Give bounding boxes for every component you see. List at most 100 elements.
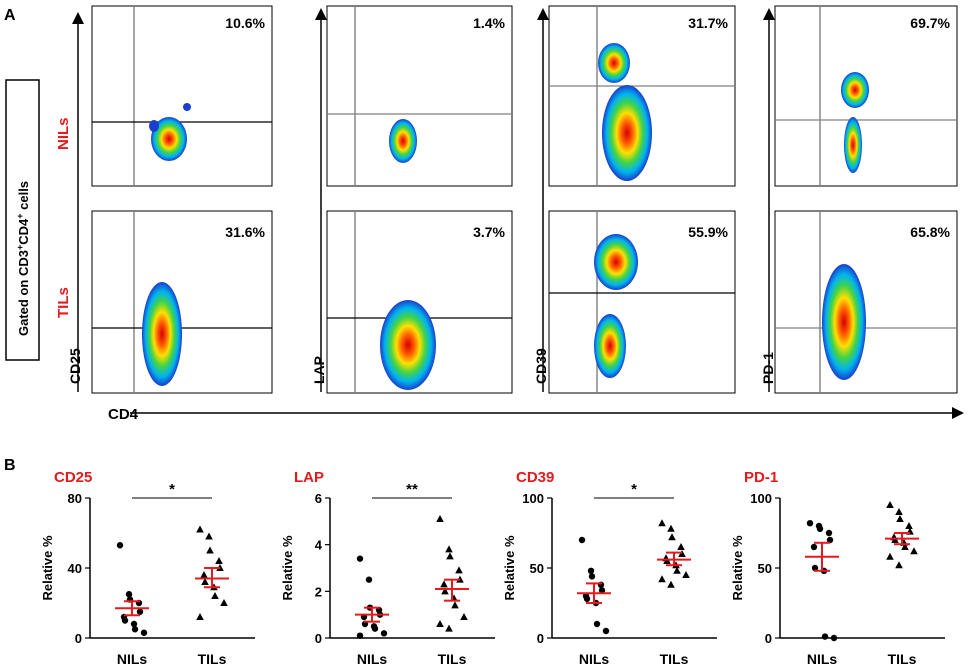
y-tick-label: 0 [75,631,82,646]
data-point [816,525,824,532]
percent-nils-pd1: 69.7% [910,15,950,31]
x-axis-label: CD4 [108,406,139,423]
data-point [886,552,894,560]
scatter-plot-lap: LAP 0 2 4 6 Relative % NILs TILs ** [280,469,495,667]
plot-title: PD-1 [744,469,778,486]
flow-marker-lap: LAP [311,356,327,384]
x-tick-label: TILs [198,651,227,667]
y-tick-label: 100 [522,491,544,506]
data-point [825,529,833,537]
flow-panel-pd1-tils: 65.8% [774,210,958,394]
data-point [593,620,601,628]
data-point [116,542,124,549]
percent-tils-cd39: 55.9% [688,224,728,240]
data-point [436,515,444,522]
data-point [196,525,204,533]
flow-marker-pd1: PD-1 [760,352,776,384]
percent-nils-cd25: 10.6% [225,15,265,31]
data-point [583,595,591,602]
data-point [215,557,223,564]
data-point [896,515,904,522]
data-point [905,522,913,529]
data-point [455,566,463,574]
y-tick-label: 0 [765,631,772,646]
x-tick-label: NILs [579,651,610,667]
percent-nils-cd39: 31.7% [688,15,728,31]
x-tick-label: NILs [807,651,838,667]
data-point [598,587,606,594]
data-point [673,566,681,574]
data-point [205,532,213,540]
row-label-nils: NILs [55,117,72,150]
scatter-plots: CD25 0 40 80 Relative % NILs TILs * LAP 0 2 4 6 Relat… [40,469,945,667]
flow-panel-lap-nils: 1.4% [326,5,513,187]
flow-marker-cd39: CD39 [533,348,549,384]
data-point [356,555,364,562]
data-point [436,620,444,627]
gating-box [5,79,40,361]
data-point [668,533,676,541]
plot-title: LAP [294,469,324,486]
data-point [826,536,834,544]
scatter-plot-pd1: PD-1 0 50 100 Relative % NILs TILs [730,469,945,667]
flow-panel-cd39-tils: 55.9% [548,210,736,394]
data-point [201,578,209,585]
panel-label-b: B [4,457,16,474]
data-point [886,501,894,508]
data-point [588,573,596,580]
data-point [682,571,690,578]
x-tick-label: TILs [438,651,467,667]
y-axis-label: Relative % [502,535,517,600]
y-tick-label: 40 [68,561,82,576]
flow-marker-cd25: CD25 [67,348,83,384]
data-point [445,624,453,632]
data-point [460,613,468,620]
y-tick-label: 50 [758,561,772,576]
percent-tils-lap: 3.7% [473,224,505,240]
data-point [806,520,814,527]
data-point [211,592,219,599]
data-point [220,599,228,606]
scatter-plot-cd25: CD25 0 40 80 Relative % NILs TILs * [40,469,255,667]
data-point [380,630,388,637]
y-tick-label: 100 [750,491,772,506]
flow-panel-pd1-nils: 69.7% [774,5,958,187]
data-point [446,552,454,560]
plot-title: CD25 [54,469,92,486]
flow-panel-cd25-nils: 10.6% [91,5,273,187]
data-point [677,543,685,550]
data-point [578,536,586,544]
data-point [131,626,139,633]
data-point [136,608,144,615]
data-point [365,576,373,583]
data-point [667,580,675,588]
significance-label: ** [406,481,418,498]
percent-tils-cd25: 31.6% [225,224,265,240]
data-point [140,629,148,636]
data-point [910,547,918,555]
y-axis-label: Relative % [730,535,745,600]
data-point [125,591,133,598]
data-point [602,627,610,635]
y-tick-label: 2 [315,584,322,599]
data-point [130,620,138,628]
percent-tils-pd1: 65.8% [910,224,950,240]
y-tick-label: 4 [315,538,323,553]
y-axis-label: Relative % [280,535,295,600]
x-tick-label: TILs [888,651,917,667]
x-tick-label: NILs [357,651,388,667]
data-point [121,617,129,624]
data-point [901,543,909,550]
data-point [895,508,903,515]
data-point [895,561,903,569]
gating-label: Gated on CD3+CD4+ cells [15,181,31,336]
y-axis-label: Relative % [40,535,55,600]
data-point [451,601,459,609]
flow-panel-cd39-nils: 31.7% [548,5,736,187]
data-point [445,545,453,553]
significance-label: * [631,481,637,498]
percent-nils-lap: 1.4% [473,15,505,31]
flow-panel-cd25-tils: 31.6% [91,210,273,394]
data-point [200,571,208,578]
